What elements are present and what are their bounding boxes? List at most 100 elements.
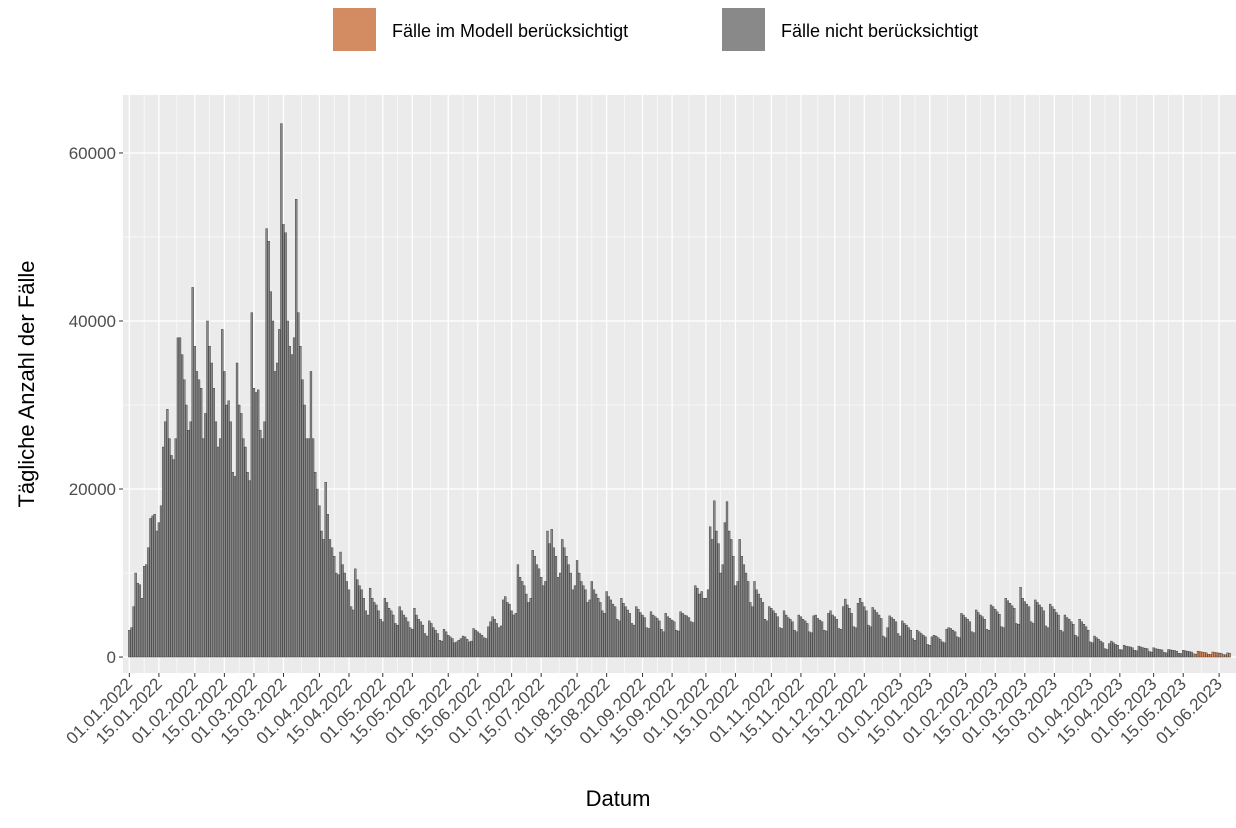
bar: [804, 620, 807, 658]
bar: [787, 617, 790, 658]
bar: [839, 629, 843, 658]
bar: [1002, 627, 1005, 658]
bar: [702, 598, 705, 658]
bar: [1021, 598, 1024, 658]
bar: [1046, 627, 1050, 658]
bar: [624, 606, 627, 658]
bar: [1080, 621, 1083, 658]
bar: [1148, 651, 1151, 658]
bar: [442, 629, 446, 658]
bar: [1207, 654, 1210, 658]
bar: [466, 639, 469, 658]
bar: [776, 616, 779, 658]
bar: [867, 624, 870, 658]
bar: [181, 354, 184, 658]
bar: [694, 585, 697, 658]
bar: [673, 621, 676, 658]
bar: [453, 642, 456, 658]
bar: [964, 617, 967, 658]
bar: [609, 599, 612, 658]
bar: [700, 591, 703, 658]
bar: [630, 623, 634, 658]
bar: [1093, 635, 1096, 658]
bar: [768, 606, 771, 658]
bar: [529, 598, 532, 658]
bar: [1065, 617, 1069, 658]
bar: [396, 624, 399, 658]
bar: [1156, 648, 1159, 658]
bar: [299, 346, 302, 658]
bar: [561, 539, 564, 658]
bar: [1101, 642, 1105, 658]
bar: [926, 644, 929, 658]
bar: [717, 543, 720, 658]
bar: [983, 619, 986, 658]
bar: [1184, 650, 1187, 658]
bar: [223, 371, 226, 658]
bar: [827, 613, 830, 658]
bar: [842, 606, 845, 658]
bar: [858, 598, 862, 658]
bar: [704, 598, 708, 658]
bar: [1034, 599, 1037, 658]
bar: [1091, 642, 1094, 658]
bar: [1008, 603, 1012, 658]
bar: [307, 438, 310, 658]
bar: [440, 640, 444, 658]
bar: [1211, 651, 1214, 658]
bar: [909, 629, 912, 658]
bar: [394, 623, 397, 658]
bar: [428, 620, 431, 658]
bar: [339, 551, 342, 658]
bar: [934, 635, 938, 658]
bar: [366, 614, 370, 658]
bar: [269, 291, 272, 658]
bar: [799, 616, 803, 658]
bar: [219, 438, 222, 658]
bar: [675, 629, 678, 658]
bar: [1171, 650, 1174, 658]
bar: [132, 606, 135, 658]
bar: [387, 608, 391, 658]
bar: [989, 604, 993, 658]
bar: [730, 539, 733, 658]
bar: [1004, 598, 1007, 658]
bar: [937, 637, 940, 658]
bar: [611, 603, 615, 658]
bar: [162, 446, 165, 658]
bar: [744, 572, 748, 658]
bar: [337, 574, 340, 658]
bar: [856, 603, 860, 658]
bar: [920, 633, 923, 658]
bar: [489, 621, 492, 658]
legend-swatch: [333, 8, 376, 51]
bar: [335, 572, 338, 658]
bar: [457, 640, 460, 658]
bar: [280, 123, 283, 658]
bar: [478, 633, 482, 658]
bar: [747, 581, 750, 658]
bar: [979, 614, 982, 658]
bar: [208, 346, 211, 658]
bar: [423, 633, 427, 658]
bar: [616, 619, 619, 658]
bar: [772, 610, 775, 658]
bar: [972, 632, 976, 658]
bar: [785, 614, 788, 658]
bar: [770, 608, 773, 658]
bar: [483, 637, 486, 658]
bar: [231, 472, 234, 658]
bar: [905, 624, 908, 658]
bar: [749, 602, 752, 658]
bar: [1097, 639, 1100, 658]
bar: [1084, 626, 1088, 658]
bar: [880, 618, 883, 658]
bar: [761, 602, 765, 658]
bar: [666, 616, 670, 658]
bar: [377, 610, 380, 658]
bar: [1019, 587, 1022, 658]
bar: [584, 589, 587, 658]
bar: [962, 614, 965, 658]
bar: [368, 587, 372, 658]
bar: [1173, 650, 1176, 658]
